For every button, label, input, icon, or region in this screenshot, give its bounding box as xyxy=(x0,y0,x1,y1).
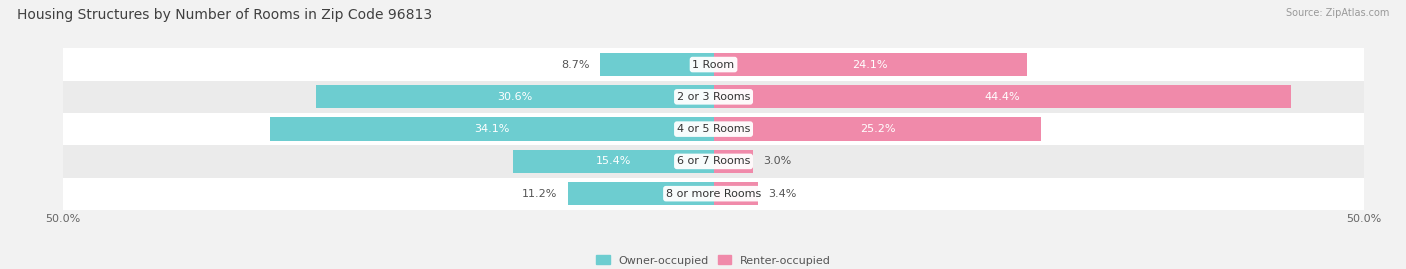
Bar xyxy=(713,150,752,173)
Text: 3.0%: 3.0% xyxy=(763,156,792,167)
Bar xyxy=(600,53,713,76)
Bar xyxy=(713,85,1291,108)
Bar xyxy=(63,145,1364,178)
Bar xyxy=(713,118,1042,141)
Text: 30.6%: 30.6% xyxy=(496,92,533,102)
Text: 15.4%: 15.4% xyxy=(596,156,631,167)
Text: 4 or 5 Rooms: 4 or 5 Rooms xyxy=(676,124,751,134)
Bar xyxy=(63,178,1364,210)
Text: 3.4%: 3.4% xyxy=(768,189,797,199)
Text: 1 Room: 1 Room xyxy=(693,59,734,70)
Text: 44.4%: 44.4% xyxy=(984,92,1021,102)
Text: 24.1%: 24.1% xyxy=(852,59,889,70)
Text: Source: ZipAtlas.com: Source: ZipAtlas.com xyxy=(1285,8,1389,18)
Bar xyxy=(713,53,1026,76)
Text: Housing Structures by Number of Rooms in Zip Code 96813: Housing Structures by Number of Rooms in… xyxy=(17,8,432,22)
Legend: Owner-occupied, Renter-occupied: Owner-occupied, Renter-occupied xyxy=(596,255,831,266)
Bar xyxy=(713,182,758,205)
Text: 8.7%: 8.7% xyxy=(561,59,591,70)
Bar xyxy=(63,48,1364,81)
Text: 2 or 3 Rooms: 2 or 3 Rooms xyxy=(676,92,751,102)
Bar xyxy=(513,150,713,173)
Bar xyxy=(63,81,1364,113)
Text: 8 or more Rooms: 8 or more Rooms xyxy=(666,189,761,199)
Bar xyxy=(315,85,713,108)
Text: 34.1%: 34.1% xyxy=(474,124,509,134)
Bar xyxy=(63,113,1364,145)
Bar xyxy=(568,182,713,205)
Text: 11.2%: 11.2% xyxy=(522,189,557,199)
Bar xyxy=(270,118,713,141)
Text: 25.2%: 25.2% xyxy=(859,124,896,134)
Text: 6 or 7 Rooms: 6 or 7 Rooms xyxy=(676,156,751,167)
